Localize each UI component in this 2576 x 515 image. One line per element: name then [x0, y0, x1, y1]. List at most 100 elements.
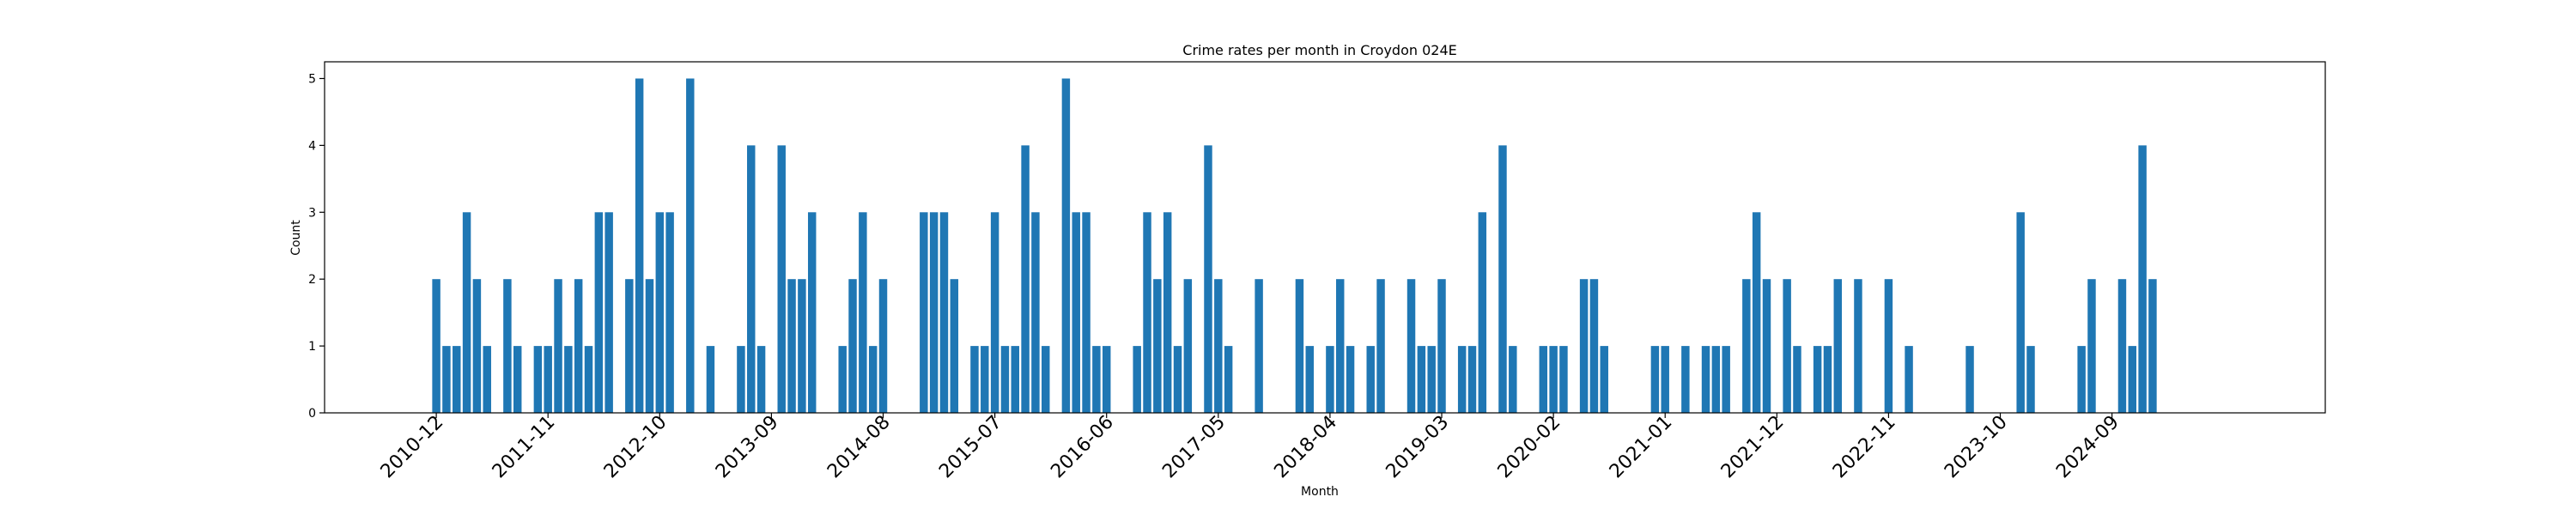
bar-2011-07 — [503, 279, 512, 413]
bar-2017-09 — [1255, 279, 1263, 413]
x-tick-label: 2019-03 — [1382, 412, 1454, 483]
bar-2014-12 — [920, 212, 928, 413]
plot-area-frame — [324, 61, 2326, 414]
bar-2015-08 — [1000, 346, 1010, 413]
bar-2015-02 — [939, 212, 949, 413]
bar-2018-02 — [1305, 346, 1314, 413]
bar-2011-08 — [513, 346, 522, 413]
bar-2015-09 — [1011, 346, 1019, 413]
bar-2012-09 — [645, 279, 654, 413]
bar-2016-05 — [1092, 346, 1101, 413]
bar-2018-01 — [1295, 279, 1304, 413]
x-tick-label: 2015-07 — [935, 412, 1006, 483]
bar-2022-04 — [1813, 346, 1822, 413]
bar-2020-02 — [1549, 346, 1558, 413]
x-tick-label: 2017-05 — [1158, 412, 1230, 483]
bar-2016-03 — [1072, 212, 1080, 413]
bar-2019-10 — [1509, 346, 1517, 413]
bar-2024-11 — [2128, 346, 2137, 413]
bar-2013-03 — [706, 346, 715, 413]
bar-2015-06 — [981, 346, 989, 413]
bar-2022-02 — [1793, 346, 1801, 413]
bar-2023-01 — [1905, 346, 1913, 413]
bar-2011-04 — [472, 279, 482, 413]
bar-2016-10 — [1143, 212, 1151, 413]
bar-2014-06 — [859, 212, 867, 413]
x-tick-label: 2010-12 — [377, 412, 448, 483]
bar-2023-07 — [1965, 346, 1974, 413]
y-axis-ticks: 0 1 2 3 4 5 — [308, 72, 325, 421]
bars-group — [432, 78, 2157, 413]
bar-2018-12 — [1406, 279, 1416, 413]
x-axis-ticks: 2010-12 2011-11 2012-10 2013-09 2014-08 2015-… — [377, 412, 2123, 483]
bar-2016-12 — [1163, 212, 1172, 413]
bar-2019-07 — [1478, 212, 1487, 413]
bar-2019-02 — [1427, 346, 1436, 413]
bar-2013-11 — [787, 279, 796, 413]
bar-2024-01 — [2026, 346, 2035, 413]
x-tick-label: 2018-04 — [1270, 412, 1341, 483]
bar-2013-12 — [798, 279, 806, 413]
bar-2024-06 — [2077, 346, 2086, 413]
bar-2022-08 — [1854, 279, 1862, 413]
bar-2020-05 — [1579, 279, 1589, 413]
bar-2013-06 — [737, 346, 745, 413]
bar-2021-11 — [1762, 279, 1771, 413]
bar-2022-05 — [1823, 346, 1832, 413]
bar-2018-04 — [1326, 346, 1334, 413]
bar-2017-01 — [1173, 346, 1182, 413]
x-axis-label: Month — [1301, 485, 1339, 499]
bar-2015-03 — [950, 279, 959, 413]
bar-2012-08 — [635, 78, 644, 413]
bar-2025-01 — [2148, 279, 2157, 413]
bar-2019-01 — [1417, 346, 1426, 413]
bar-2013-07 — [747, 145, 756, 413]
y-tick-label: 3 — [308, 206, 316, 220]
bar-2011-01 — [442, 346, 451, 413]
bar-2017-04 — [1204, 145, 1212, 413]
y-axis-label: Count — [289, 220, 303, 256]
bar-2011-11 — [544, 346, 552, 413]
bar-2022-11 — [1884, 279, 1893, 413]
bar-2012-04 — [594, 212, 604, 413]
y-tick-label: 1 — [308, 340, 316, 354]
bar-2011-10 — [533, 346, 543, 413]
bar-2024-12 — [2138, 145, 2147, 413]
bar-2014-04 — [838, 346, 847, 413]
bar-2024-10 — [2117, 279, 2127, 413]
bar-2012-11 — [665, 212, 674, 413]
bar-2011-03 — [462, 212, 471, 413]
bar-2012-02 — [574, 279, 583, 413]
bar-2020-06 — [1589, 279, 1599, 413]
x-tick-label: 2016-06 — [1047, 412, 1118, 483]
bar-2020-07 — [1600, 346, 1608, 413]
bar-2018-05 — [1336, 279, 1345, 413]
x-tick-label: 2024-09 — [2052, 412, 2123, 483]
bar-2019-05 — [1457, 346, 1467, 413]
x-tick-label: 2023-10 — [1941, 412, 2012, 483]
bar-2019-03 — [1437, 279, 1446, 413]
bar-2020-01 — [1539, 346, 1548, 413]
bar-2017-05 — [1214, 279, 1223, 413]
bar-2016-09 — [1133, 346, 1141, 413]
bar-2014-07 — [868, 346, 878, 413]
bar-2016-06 — [1102, 346, 1111, 413]
bar-2017-06 — [1224, 346, 1233, 413]
bar-2021-01 — [1661, 346, 1669, 413]
bar-2015-01 — [929, 212, 939, 413]
bar-2022-01 — [1783, 279, 1791, 413]
bar-2014-01 — [807, 212, 817, 413]
x-tick-label: 2011-11 — [489, 412, 560, 483]
x-tick-label: 2021-12 — [1717, 412, 1789, 483]
bar-2016-11 — [1153, 279, 1162, 413]
bar-2015-11 — [1031, 212, 1040, 413]
bar-2012-03 — [584, 346, 593, 413]
bar-2017-02 — [1183, 279, 1193, 413]
bar-2015-12 — [1042, 346, 1050, 413]
bar-2012-01 — [564, 346, 573, 413]
y-tick-label: 4 — [308, 139, 316, 153]
chart-title: Crime rates per month in Croydon 024E — [1182, 42, 1456, 58]
bar-2010-12 — [432, 279, 440, 413]
bar-2021-06 — [1711, 346, 1721, 413]
